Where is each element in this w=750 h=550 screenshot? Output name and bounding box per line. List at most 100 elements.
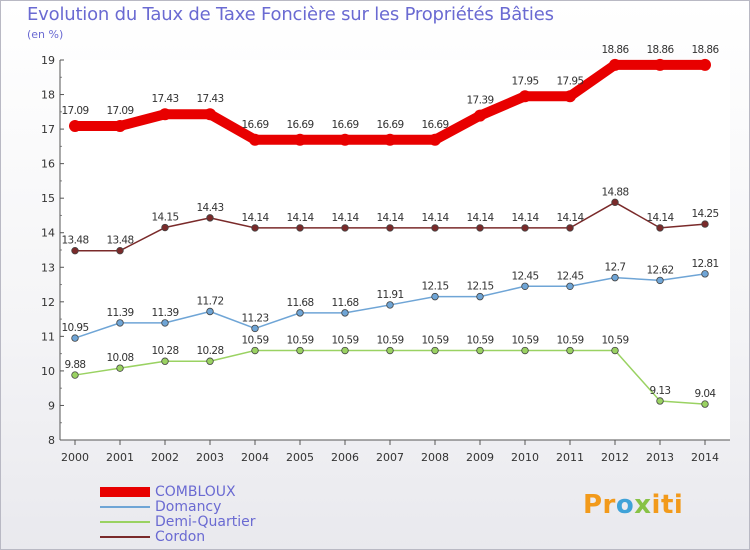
y-tick-label: 19 (41, 54, 55, 67)
data-point (656, 276, 664, 285)
data-label: 17.95 (556, 75, 583, 87)
data-label: 11.39 (151, 307, 178, 319)
y-tick-label: 10 (41, 365, 55, 378)
data-point (206, 307, 214, 316)
data-label: 14.14 (421, 212, 449, 224)
data-label: 10.08 (106, 352, 133, 364)
data-label: 11.68 (331, 297, 358, 309)
data-point (431, 224, 439, 232)
data-point (296, 309, 304, 317)
data-point (159, 108, 171, 121)
data-point (386, 346, 394, 355)
data-label: 11.72 (196, 295, 223, 307)
legend-item: Demi-Quartier (100, 514, 330, 530)
data-point (611, 346, 619, 355)
data-point (71, 246, 79, 255)
data-point (566, 346, 574, 355)
data-point (431, 346, 439, 355)
plot-area (60, 60, 730, 440)
data-label: 12.7 (605, 262, 626, 274)
legend-label: Domancy (155, 499, 222, 515)
data-point (206, 214, 214, 222)
logo-part: x (634, 490, 652, 520)
data-point (251, 224, 259, 232)
y-tick-label: 12 (41, 296, 55, 309)
x-tick-label: 2003 (196, 451, 224, 464)
data-label: 10.59 (421, 335, 448, 347)
data-label: 16.69 (286, 119, 313, 131)
logo-part: iti (651, 490, 684, 520)
legend-item: Domancy (100, 499, 330, 515)
data-label: 10.59 (511, 335, 538, 347)
data-label: 14.14 (556, 212, 584, 224)
y-tick-label: 17 (41, 123, 55, 136)
data-point (476, 292, 484, 301)
data-label: 16.69 (241, 119, 268, 131)
data-label: 12.15 (421, 281, 448, 293)
data-label: 14.14 (376, 212, 404, 224)
x-tick-label: 2005 (286, 451, 314, 464)
data-point (339, 133, 351, 146)
data-point (114, 119, 126, 132)
data-point (519, 90, 531, 103)
data-point (701, 220, 709, 228)
data-point (611, 198, 619, 207)
data-point (476, 224, 484, 232)
data-point (701, 270, 709, 278)
data-point (656, 397, 664, 405)
data-point (204, 108, 216, 121)
data-label: 10.59 (331, 335, 358, 347)
data-point (161, 319, 169, 327)
data-point (611, 273, 619, 282)
data-label: 9.04 (695, 388, 717, 400)
legend-swatch (100, 536, 150, 538)
data-point (609, 58, 621, 71)
data-label: 13.48 (106, 235, 133, 247)
data-label: 17.43 (196, 93, 223, 105)
proxiti-logo: Proxiti (583, 490, 683, 520)
data-label: 10.59 (376, 335, 403, 347)
x-tick-label: 2007 (376, 451, 404, 464)
data-label: 14.88 (601, 186, 628, 198)
x-tick-label: 2002 (151, 451, 179, 464)
legend-swatch (100, 506, 150, 508)
data-label: 17.43 (151, 93, 178, 105)
x-tick-label: 2013 (646, 451, 674, 464)
legend-label: COMBLOUX (155, 484, 236, 500)
data-label: 17.95 (511, 75, 538, 87)
data-label: 10.95 (61, 322, 88, 334)
logo-part: o (615, 490, 635, 520)
legend-item: COMBLOUX (100, 484, 330, 500)
data-point (429, 133, 441, 146)
y-tick-label: 18 (41, 89, 55, 102)
data-point (116, 319, 124, 327)
data-label: 14.15 (151, 212, 178, 224)
data-label: 9.88 (65, 359, 86, 371)
x-tick-label: 2012 (601, 451, 629, 464)
x-tick-label: 2004 (241, 451, 269, 464)
logo-part: Pr (583, 490, 616, 520)
data-label: 12.45 (556, 270, 583, 282)
data-label: 14.14 (646, 212, 674, 224)
legend-label: Cordon (155, 529, 206, 545)
data-point (249, 133, 261, 146)
legend-label: Demi-Quartier (155, 514, 256, 530)
data-point (699, 58, 711, 71)
data-point (296, 224, 304, 232)
data-label: 11.68 (286, 297, 313, 309)
y-tick-label: 9 (48, 399, 55, 412)
y-tick-label: 13 (41, 261, 55, 274)
data-point (206, 357, 214, 365)
data-label: 14.14 (286, 212, 314, 224)
data-point (294, 133, 306, 146)
data-point (654, 58, 666, 71)
data-point (341, 309, 349, 317)
legend-swatch (100, 521, 150, 523)
data-label: 10.59 (601, 335, 628, 347)
data-label: 18.86 (601, 44, 629, 56)
x-tick-label: 2008 (421, 451, 449, 464)
data-label: 14.14 (331, 212, 359, 224)
data-point (386, 224, 394, 232)
x-tick-label: 2011 (556, 451, 584, 464)
